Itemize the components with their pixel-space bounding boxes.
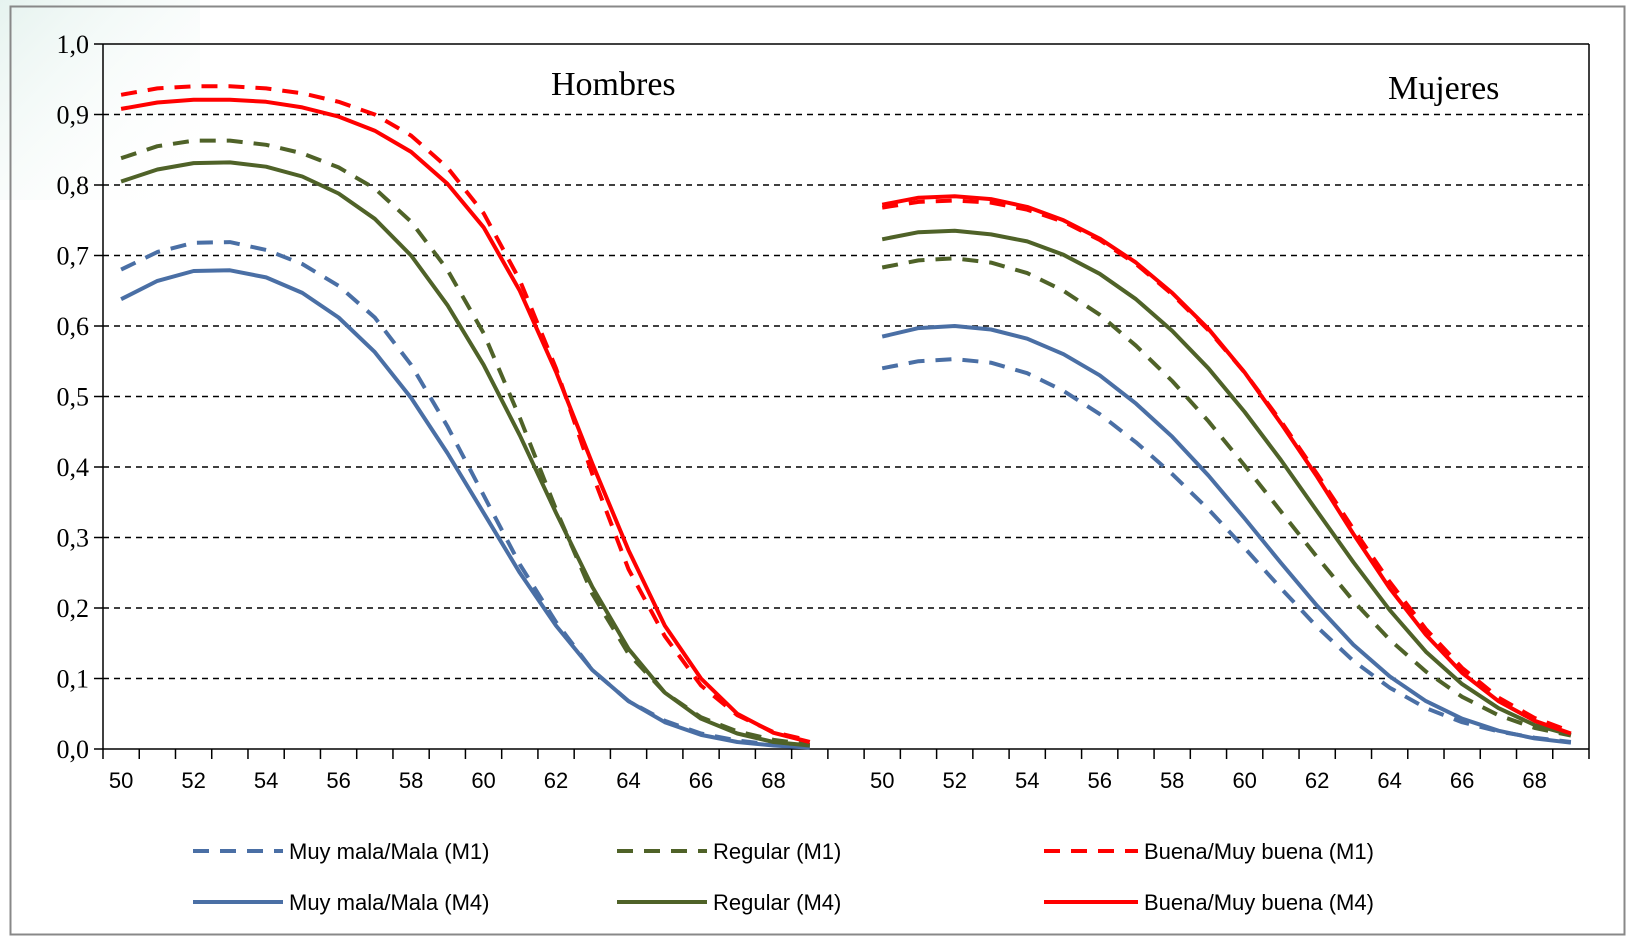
y-tick-label: 0,2 <box>57 594 90 623</box>
y-tick-label: 1,0 <box>57 30 90 59</box>
x-tick-label: 52 <box>181 768 205 793</box>
series-line <box>120 240 810 749</box>
legend-label: Muy mala/Mala (M4) <box>289 890 489 915</box>
series-line <box>120 97 811 744</box>
x-tick-label: 64 <box>1377 768 1401 793</box>
series-line <box>120 268 810 750</box>
series-line <box>881 256 1572 738</box>
x-tick-label: 66 <box>1450 768 1474 793</box>
legend-label: Buena/Muy buena (M1) <box>1144 839 1374 864</box>
x-tick-label: 56 <box>1087 768 1111 793</box>
y-tick-label: 0,5 <box>57 383 90 412</box>
y-tick-label: 0,9 <box>57 101 90 130</box>
legend-label: Regular (M4) <box>713 890 841 915</box>
series-line <box>881 228 1572 737</box>
x-axis-ticks: 50 52 54 56 58 60 62 64 66 68 50 52 54 56 58 60 62 64 66 68 <box>102 749 1590 793</box>
series-line <box>120 160 810 748</box>
panel-titles: Hombres Mujeres <box>551 66 1499 107</box>
y-tick-label: 0,1 <box>57 665 90 694</box>
legend-label: Muy mala/Mala (M1) <box>289 839 489 864</box>
panel-title: Mujeres <box>1388 70 1499 107</box>
legend: Muy mala/Mala (M1) Regular (M1) Buena/Muy … <box>193 839 1374 915</box>
x-tick-label: 56 <box>326 768 350 793</box>
series-line <box>120 84 811 743</box>
x-tick-label: 68 <box>1522 768 1546 793</box>
x-tick-label: 54 <box>1015 768 1039 793</box>
y-tick-label: 0,8 <box>57 171 90 200</box>
legend-label: Buena/Muy buena (M4) <box>1144 890 1374 915</box>
gridlines <box>102 43 1590 750</box>
series-line <box>881 198 1572 734</box>
x-tick-label: 50 <box>870 768 894 793</box>
series-line <box>120 138 811 747</box>
y-axis-ticks: 0,0 0,1 0,2 0,3 0,4 0,5 0,6 0,7 0,8 0,9 1,0 <box>57 30 103 764</box>
series-lines <box>120 84 1572 750</box>
x-tick-label: 66 <box>689 768 713 793</box>
x-tick-label: 62 <box>1305 768 1329 793</box>
series-line <box>881 194 1572 736</box>
x-tick-label: 60 <box>471 768 495 793</box>
y-tick-label: 0,7 <box>57 242 90 271</box>
x-tick-label: 58 <box>1160 768 1184 793</box>
series-line <box>881 357 1572 744</box>
series-line <box>881 324 1572 745</box>
x-tick-label: 54 <box>254 768 278 793</box>
legend-label: Regular (M1) <box>713 839 841 864</box>
x-tick-label: 68 <box>761 768 785 793</box>
y-tick-label: 0,4 <box>57 453 90 482</box>
chart-border <box>9 5 1626 936</box>
y-tick-label: 0,3 <box>57 524 90 553</box>
x-tick-label: 50 <box>109 768 133 793</box>
x-tick-label: 58 <box>399 768 423 793</box>
y-tick-label: 0,0 <box>57 735 90 764</box>
x-tick-label: 52 <box>942 768 966 793</box>
panel-title: Hombres <box>551 66 676 103</box>
y-tick-label: 0,6 <box>57 312 90 341</box>
x-tick-label: 62 <box>544 768 568 793</box>
x-tick-label: 64 <box>616 768 640 793</box>
x-tick-label: 60 <box>1232 768 1256 793</box>
